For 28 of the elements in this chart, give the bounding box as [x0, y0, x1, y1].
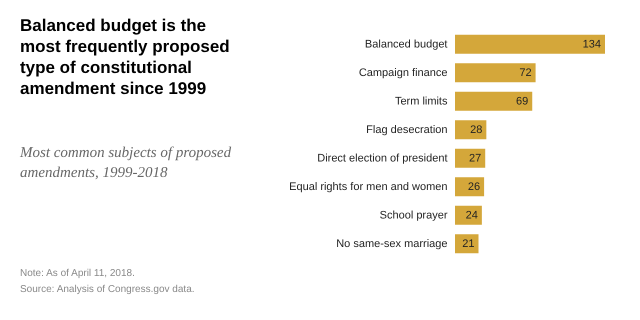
- text: Balanced budget is the most frequently proposed type of constitutional amendment since 1999: [20, 16, 230, 98]
- y-tick-label: Equal rights for men and women: [289, 180, 448, 193]
- data-label: 28: [470, 124, 482, 136]
- y-tick-label: Term limits: [394, 95, 448, 108]
- data-label: 26: [468, 180, 480, 193]
- y-tick-label: Balanced budget: [364, 38, 448, 50]
- data-label: 21: [462, 238, 475, 250]
- data-label: 72: [519, 66, 532, 79]
- data-label: 27: [468, 152, 482, 164]
- y-tick-label: No same-sex marriage: [336, 238, 448, 250]
- bar: [455, 92, 532, 111]
- y-tick-label: Flag desecration: [366, 124, 448, 136]
- data-label: 69: [516, 95, 528, 108]
- bar: [455, 63, 536, 82]
- bar: [455, 177, 484, 196]
- bar: [455, 120, 486, 140]
- data-label: 24: [466, 209, 478, 222]
- text: Note: As of April 11, 2018.: [20, 268, 135, 279]
- y-tick-label: School prayer: [380, 209, 448, 222]
- bar: [455, 148, 486, 168]
- data-label: 134: [582, 38, 601, 50]
- y-tick-label: Direct election of president: [317, 152, 448, 164]
- y-tick-label: Campaign finance: [358, 66, 448, 79]
- bar: [455, 234, 479, 254]
- source-note: Source: Analysis of Congress.gov data.: [20, 284, 195, 295]
- bar: [455, 206, 482, 225]
- text: Most common subjects of proposed amendments, 1999-2018: [19, 145, 232, 181]
- bar: [455, 34, 605, 54]
